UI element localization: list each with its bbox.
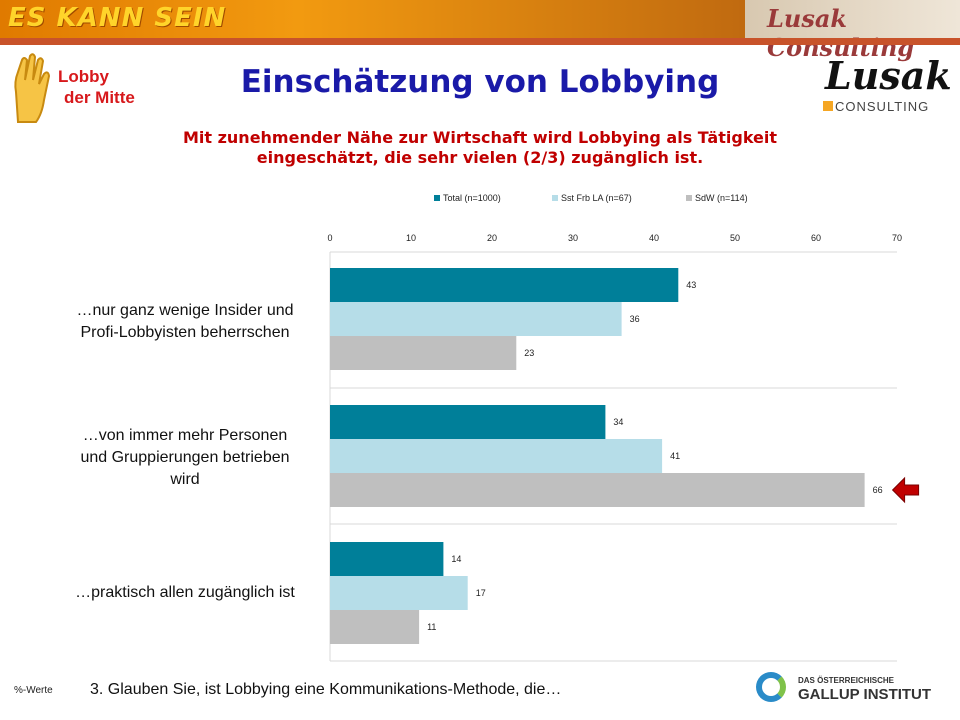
bar-s0-c0 [330,268,679,302]
lusak-logo-subtitle: CONSULTING [823,99,929,114]
bar-s0-c1 [330,405,606,439]
data-label-s0-c2: 14 [451,554,461,564]
bar-s1-c0 [330,302,622,336]
slide-subtitle: Mit zunehmender Nähe zur Wirtschaft wird… [80,128,880,168]
category-label-1-line-1: …von immer mehr Personen [82,427,288,444]
legend-label-sdw: SdW (n=114) [695,193,748,203]
x-tick-label-3: 30 [568,233,578,243]
category-label-2-line-1: …praktisch allen zugänglich ist [75,584,295,601]
gallup-institut-logo: DAS ÖSTERREICHISCHE GALLUP INSTITUT [756,672,956,712]
legend-swatch-sdw [686,195,692,201]
x-tick-label-4: 40 [649,233,659,243]
data-label-s2-c0: 23 [524,348,534,358]
bar-s1-c2 [330,576,468,610]
data-label-s1-c2: 17 [476,588,486,598]
survey-question: 3. Glauben Sie, ist Lobbying eine Kommun… [90,681,562,698]
legend-swatch-total [434,195,440,201]
x-tick-label-2: 20 [487,233,497,243]
data-label-s2-c1: 66 [873,485,883,495]
category-label-1: …von immer mehr Personen und Gruppierung… [40,425,330,491]
bar-s2-c2 [330,610,420,644]
x-tick-label-1: 10 [406,233,416,243]
x-tick-label-0: 0 [327,233,332,243]
bar-s2-c1 [330,473,865,507]
legend-item-sst: Sst Frb LA (n=67) [552,193,632,203]
data-label-s0-c0: 43 [686,280,696,290]
legend-item-total: Total (n=1000) [434,193,501,203]
x-tick-label-5: 50 [730,233,740,243]
lusak-consulting-logo: Lusak CONSULTING [815,53,955,117]
gallup-logo-line2: GALLUP INSTITUT [798,686,932,703]
x-tick-label-7: 70 [892,233,902,243]
raised-hand-icon [14,53,51,123]
x-tick-label-6: 60 [811,233,821,243]
bar-s2-c0 [330,336,517,370]
category-label-0: …nur ganz wenige Insider und Profi-Lobby… [40,300,330,344]
top-banner: ES KANN SEIN Lusak Consulting [0,0,960,62]
lusak-logo-subtitle-text: CONSULTING [835,99,930,114]
lobby-logo-line1: Lobby [58,67,109,86]
category-label-1-line-3: wird [170,471,200,488]
subtitle-line-2: eingeschätzt, die sehr vielen (2/3) zugä… [256,148,704,167]
category-label-0-line-1: …nur ganz wenige Insider und [76,302,294,319]
data-label-s2-c2: 11 [427,622,436,632]
lusak-logo-script: Lusak [825,53,952,98]
banner-brand-area: Lusak Consulting [745,0,960,62]
bar-s0-c2 [330,542,444,576]
data-label-s1-c1: 41 [670,451,680,461]
lobby-der-mitte-logo: Lobby der Mitte [8,52,158,132]
category-label-1-line-2: und Gruppierungen betrieben [80,449,290,466]
legend-label-total: Total (n=1000) [443,193,501,203]
category-label-0-line-2: Profi-Lobbyisten beherrschen [80,324,290,341]
data-label-s0-c1: 34 [613,417,623,427]
legend-swatch-sst [552,195,558,201]
gallup-logo-line1: DAS ÖSTERREICHISCHE [798,676,895,685]
gallup-g-icon [756,672,786,702]
banner-divider [0,38,960,45]
orange-square-icon [823,101,833,111]
banner-slogan: ES KANN SEIN [8,3,227,33]
legend-item-sdw: SdW (n=114) [686,193,748,203]
subtitle-line-1: Mit zunehmender Nähe zur Wirtschaft wird… [182,128,778,147]
category-label-2: …praktisch allen zugänglich ist [40,582,330,604]
lobby-logo-line2: der Mitte [64,88,135,107]
banner-brand: Lusak Consulting [767,4,915,62]
legend-label-sst: Sst Frb LA (n=67) [561,193,632,203]
data-label-s1-c0: 36 [630,314,640,324]
banner-slogan-area: ES KANN SEIN [0,0,745,38]
slide-title: Einschätzung von Lobbying [240,64,720,100]
highlight-arrow-icon [891,476,920,504]
bar-s1-c1 [330,439,663,473]
unit-note: %-Werte [14,685,53,696]
